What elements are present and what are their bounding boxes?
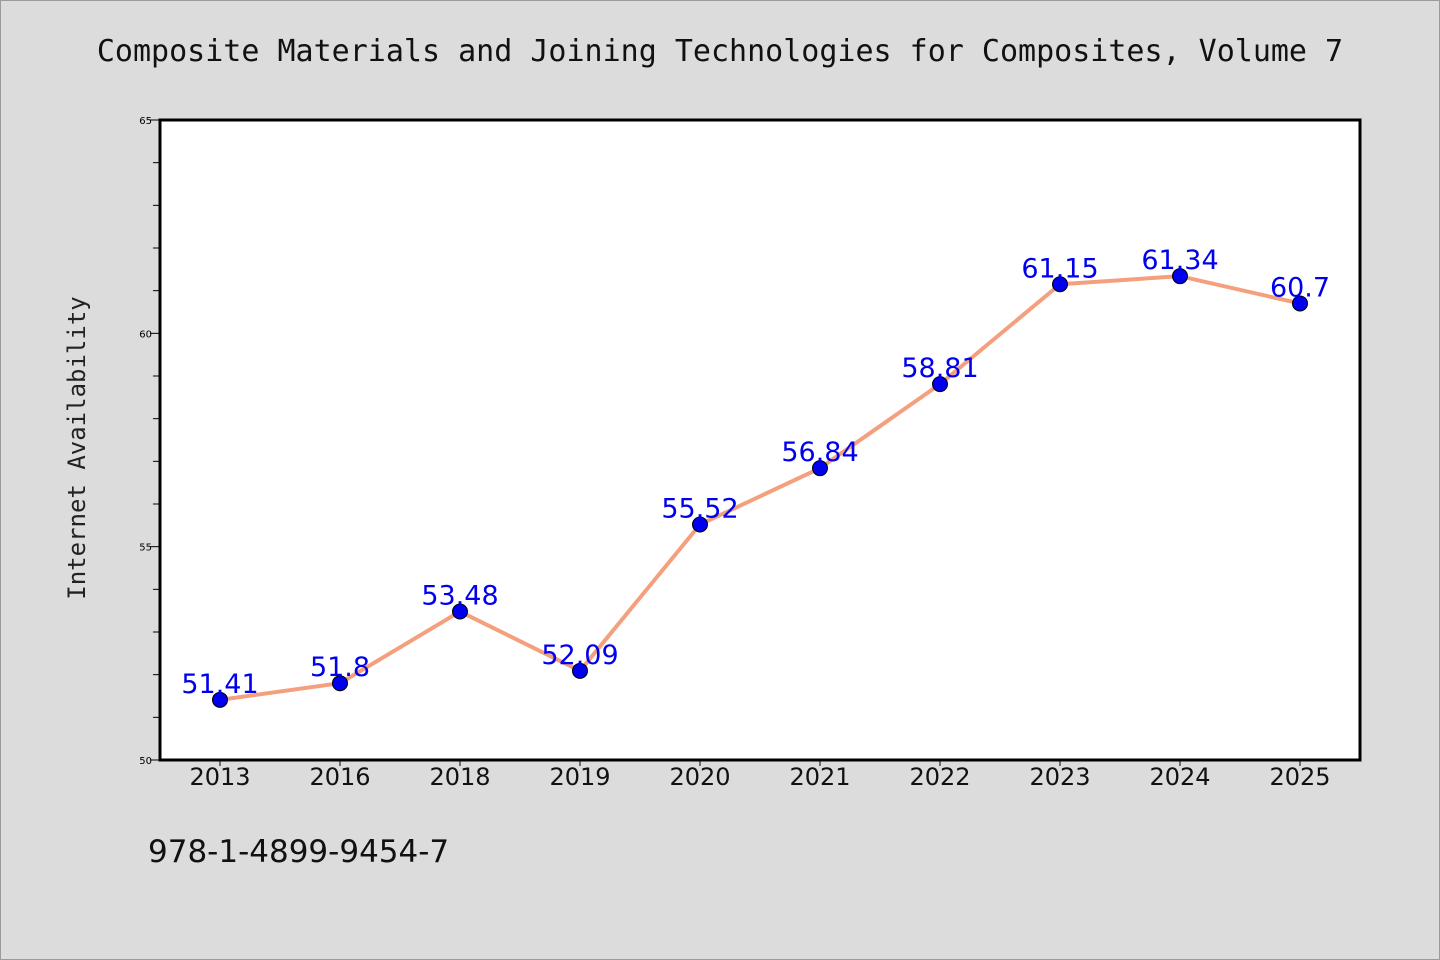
x-tick-label: 2024: [1149, 763, 1210, 791]
data-label: 61.34: [1141, 245, 1218, 276]
data-label: 58.81: [901, 353, 978, 384]
x-tick-label: 2025: [1269, 763, 1330, 791]
data-label: 53.48: [421, 581, 498, 612]
isbn-text: 978-1-4899-9454-7: [148, 834, 450, 870]
data-point: [452, 603, 468, 620]
x-tick-label: 2018: [429, 763, 490, 791]
x-tick-label: 2022: [909, 763, 970, 791]
series-line: [219, 274, 1301, 702]
chart-title: Composite Materials and Joining Technolo…: [96, 34, 1344, 69]
x-tick-label: 2016: [309, 763, 370, 791]
y-axis-label: Internet Availability: [63, 296, 91, 599]
x-axis-ticks: 2013 2016 2018 2019 2020 2021 2022 2023 2024 2025: [189, 760, 1331, 791]
data-point: [1172, 268, 1188, 285]
data-point: [212, 691, 228, 708]
data-label: 52.09: [541, 640, 618, 671]
data-label: 60.7: [1270, 272, 1330, 303]
y-tick-label: 55: [139, 543, 152, 554]
plot-area: [160, 120, 1360, 760]
data-point: [1292, 295, 1308, 312]
data-point: [572, 662, 588, 679]
x-tick-label: 2013: [189, 763, 250, 791]
y-tick-label: 60: [139, 329, 152, 340]
y-tick-label: 50: [139, 756, 152, 767]
data-label: 61.15: [1021, 253, 1098, 284]
data-point: [1052, 276, 1068, 293]
data-label: 56.84: [781, 437, 858, 468]
plot-border: [158, 118, 1362, 762]
x-tick-label: 2023: [1029, 763, 1090, 791]
data-markers: [212, 268, 1308, 708]
y-axis-ticks: 50 55 60 65: [139, 116, 160, 767]
data-label: 51.8: [310, 652, 370, 683]
x-tick-label: 2020: [669, 763, 730, 791]
data-labels: 51.41 51.8 53.48 52.09 55.52 56.84 58.81 61.15 6…: [181, 245, 1330, 700]
data-point: [932, 376, 948, 393]
data-label: 55.52: [661, 493, 738, 524]
x-tick-label: 2019: [549, 763, 610, 791]
data-point: [692, 516, 708, 533]
data-label: 51.41: [181, 669, 258, 700]
y-tick-label: 65: [139, 116, 152, 127]
x-tick-label: 2021: [789, 763, 850, 791]
data-point: [332, 675, 348, 692]
data-point: [812, 460, 828, 477]
